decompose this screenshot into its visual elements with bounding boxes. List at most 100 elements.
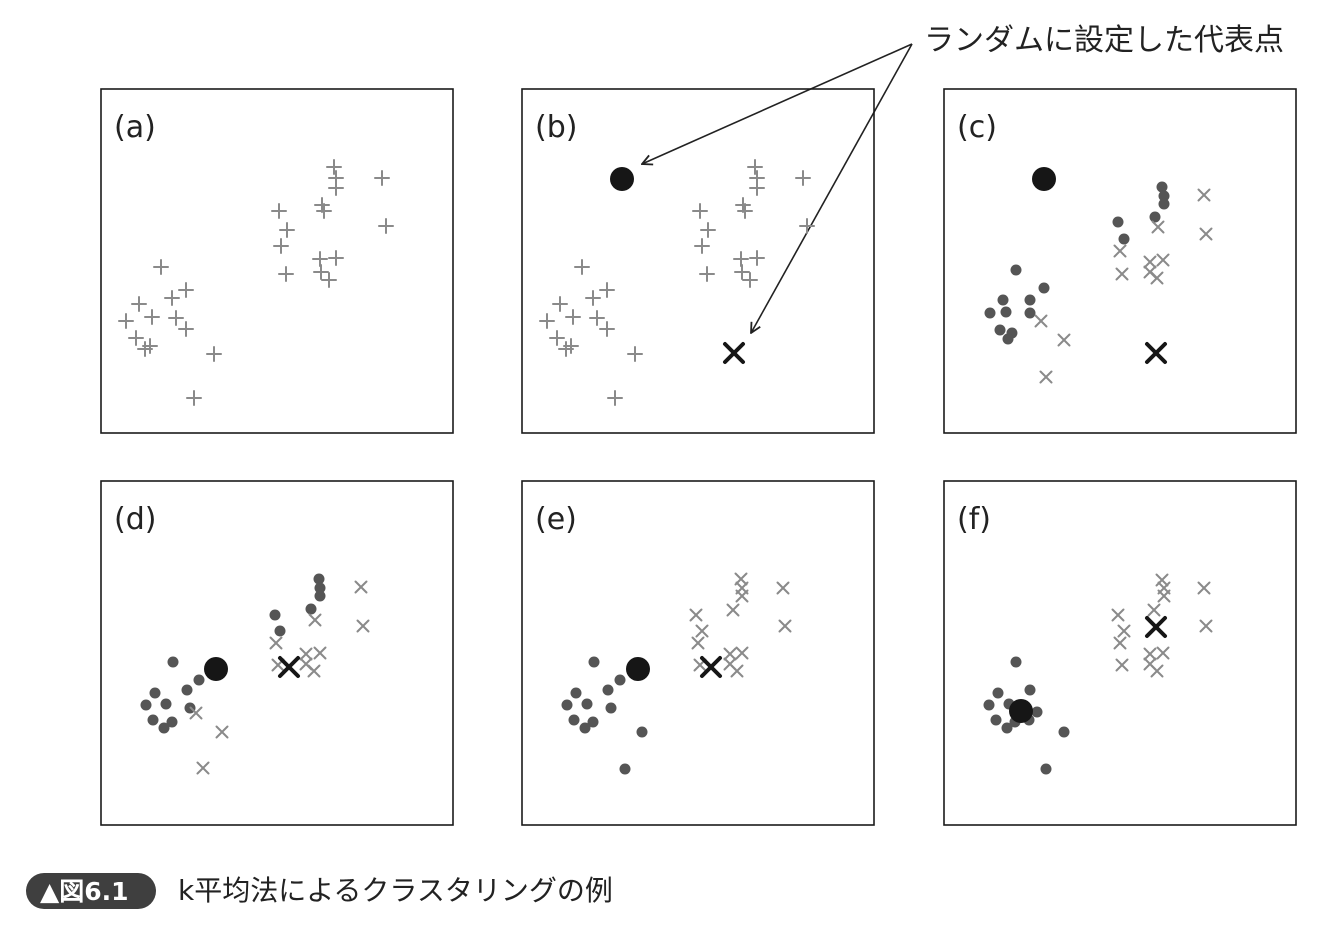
data-point-cross xyxy=(1115,658,1129,672)
data-point-plus xyxy=(279,222,295,238)
data-point-cross xyxy=(1115,267,1129,281)
data-point-plus xyxy=(178,321,194,337)
data-point-cross xyxy=(196,761,210,775)
callout-arrows xyxy=(642,43,913,333)
data-point-plus xyxy=(599,321,615,337)
data-point-plus xyxy=(735,197,751,213)
data-point-dot xyxy=(619,763,631,775)
panel-a: (a) xyxy=(100,88,454,434)
data-point-dot xyxy=(149,687,161,699)
centroid-dot xyxy=(626,657,650,681)
data-point-dot xyxy=(602,684,614,696)
data-point-dot xyxy=(313,573,325,585)
data-point-dot xyxy=(1158,198,1170,210)
data-point-cross xyxy=(1155,573,1169,587)
centroid-dot xyxy=(1032,167,1056,191)
data-point-cross xyxy=(1111,608,1125,622)
panel-points xyxy=(539,159,815,406)
data-point-cross xyxy=(1147,603,1161,617)
data-point-cross xyxy=(1143,255,1157,269)
data-point-plus xyxy=(558,341,574,357)
data-point-dot xyxy=(1002,333,1014,345)
data-point-plus xyxy=(178,282,194,298)
data-point-dot xyxy=(166,716,178,728)
centroid-cross xyxy=(1145,342,1167,364)
panel-centroids xyxy=(626,656,722,681)
data-point-plus xyxy=(749,180,765,196)
data-point-cross xyxy=(735,646,749,660)
data-point-dot xyxy=(147,714,159,726)
data-point-cross xyxy=(269,636,283,650)
data-point-plus xyxy=(747,159,763,175)
data-point-dot xyxy=(997,294,1009,306)
data-point-dot xyxy=(1058,726,1070,738)
data-point-cross xyxy=(1039,370,1053,384)
caption-badge-text: ▲図6.1 xyxy=(40,877,129,906)
data-point-cross xyxy=(299,647,313,661)
data-point-dot xyxy=(158,722,170,734)
data-point-cross xyxy=(215,725,229,739)
data-point-cross xyxy=(689,608,703,622)
data-point-dot xyxy=(984,307,996,319)
data-point-cross xyxy=(1117,624,1131,638)
data-point-plus xyxy=(692,203,708,219)
data-point-cross xyxy=(313,646,327,660)
data-point-cross xyxy=(307,664,321,678)
data-point-dot xyxy=(160,698,172,710)
data-point-dot xyxy=(1024,684,1036,696)
data-point-plus xyxy=(328,250,344,266)
centroid-dot xyxy=(1009,699,1033,723)
data-point-dot xyxy=(1118,233,1130,245)
panel-points xyxy=(140,573,370,775)
data-point-plus xyxy=(539,313,555,329)
data-point-plus xyxy=(312,251,328,267)
centroid-cross xyxy=(700,656,722,678)
data-point-cross xyxy=(1150,271,1164,285)
data-point-dot xyxy=(568,714,580,726)
data-point-cross xyxy=(1151,220,1165,234)
panel-frame xyxy=(521,88,875,434)
panel-points xyxy=(118,159,394,406)
data-point-dot xyxy=(167,656,179,668)
data-point-dot xyxy=(1001,722,1013,734)
data-point-cross xyxy=(735,589,749,603)
data-point-dot xyxy=(1038,282,1050,294)
data-point-plus xyxy=(186,390,202,406)
data-point-plus xyxy=(137,341,153,357)
data-point-plus xyxy=(585,290,601,306)
data-point-dot xyxy=(181,684,193,696)
data-point-plus xyxy=(574,259,590,275)
data-point-cross xyxy=(354,580,368,594)
data-point-plus xyxy=(131,296,147,312)
data-point-dot xyxy=(1112,216,1124,228)
data-point-plus xyxy=(278,266,294,282)
data-point-plus xyxy=(599,282,615,298)
data-point-plus xyxy=(316,203,332,219)
data-point-cross xyxy=(1113,636,1127,650)
callout-arrow-to-dot xyxy=(642,43,913,164)
data-point-dot xyxy=(1040,763,1052,775)
data-point-cross xyxy=(778,619,792,633)
data-point-dot xyxy=(1010,264,1022,276)
panel-label: (e) xyxy=(535,502,577,537)
panel-b: (b) xyxy=(521,88,875,434)
data-point-cross xyxy=(726,603,740,617)
caption-badge xyxy=(26,873,156,909)
data-point-plus xyxy=(153,259,169,275)
data-point-cross xyxy=(1057,333,1071,347)
panel-f: (f) xyxy=(943,480,1297,826)
data-point-cross xyxy=(1156,253,1170,267)
data-point-cross xyxy=(1113,244,1127,258)
figure-caption: ▲図6.1 k平均法によるクラスタリングの例 xyxy=(26,873,613,909)
data-point-plus xyxy=(128,330,144,346)
data-point-plus xyxy=(565,309,581,325)
panel-frame xyxy=(100,480,454,826)
data-point-cross xyxy=(189,706,203,720)
data-point-dot xyxy=(983,699,995,711)
data-point-cross xyxy=(1157,589,1171,603)
data-point-dot xyxy=(1031,706,1043,718)
data-point-plus xyxy=(627,346,643,362)
centroid-cross xyxy=(1145,616,1167,638)
data-point-cross xyxy=(691,636,705,650)
panel-frame xyxy=(521,480,875,826)
